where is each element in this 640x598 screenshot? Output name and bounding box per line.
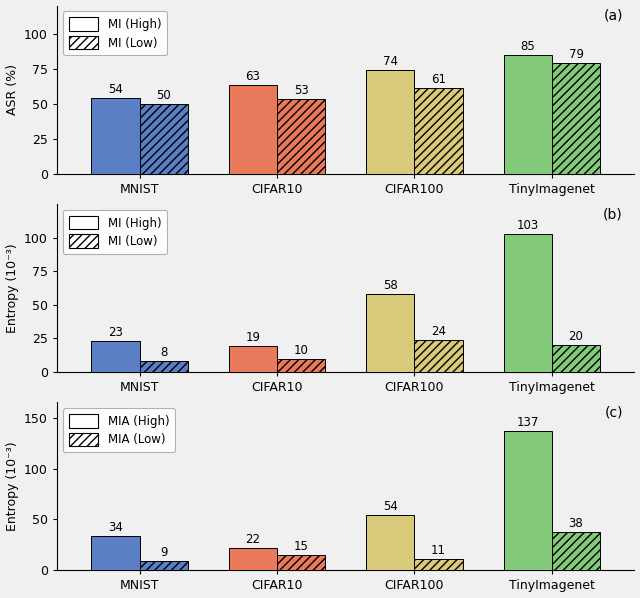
Text: 85: 85 [520,39,535,53]
Legend: MI (High), MI (Low): MI (High), MI (Low) [63,210,167,254]
Bar [92,98,140,173]
Text: 74: 74 [383,55,398,68]
Text: 103: 103 [516,218,539,231]
Bar [504,54,552,173]
Text: 22: 22 [245,533,260,546]
Text: 19: 19 [245,331,260,344]
Bar [504,234,552,372]
Text: 137: 137 [516,416,539,429]
Bar [229,86,277,173]
Bar [504,431,552,570]
Bar [415,559,463,570]
Bar [415,88,463,173]
Bar [140,562,188,570]
Text: 20: 20 [568,330,584,343]
Text: 54: 54 [108,83,123,96]
Bar [415,340,463,372]
Bar [277,359,325,372]
Bar [229,548,277,570]
Bar [366,70,415,173]
Text: 9: 9 [160,546,167,559]
Text: 15: 15 [294,540,308,553]
Text: 11: 11 [431,544,446,557]
Text: 10: 10 [294,343,308,356]
Bar [92,341,140,372]
Y-axis label: ASR (%): ASR (%) [6,64,19,115]
Text: 63: 63 [246,71,260,83]
Text: 54: 54 [383,501,398,514]
Bar [277,99,325,173]
Text: 50: 50 [156,89,171,102]
Text: 8: 8 [160,346,167,359]
Bar [366,515,415,570]
Text: (c): (c) [604,405,623,420]
Text: 38: 38 [568,517,584,530]
Text: (a): (a) [604,9,623,23]
Bar [552,345,600,372]
Y-axis label: Entropy (10⁻³): Entropy (10⁻³) [6,243,19,333]
Text: (b): (b) [603,208,623,221]
Bar [552,63,600,173]
Bar [140,361,188,372]
Bar [92,536,140,570]
Text: 34: 34 [108,521,123,534]
Text: 58: 58 [383,279,398,292]
Legend: MI (High), MI (Low): MI (High), MI (Low) [63,11,167,56]
Bar [552,532,600,570]
Text: 61: 61 [431,73,446,86]
Text: 24: 24 [431,325,446,338]
Bar [140,103,188,173]
Bar [277,555,325,570]
Text: 23: 23 [108,326,123,339]
Text: 79: 79 [568,48,584,61]
Bar [366,294,415,372]
Text: 53: 53 [294,84,308,97]
Bar [229,346,277,372]
Legend: MIA (High), MIA (Low): MIA (High), MIA (Low) [63,408,175,452]
Y-axis label: Entropy (10⁻³): Entropy (10⁻³) [6,441,19,531]
